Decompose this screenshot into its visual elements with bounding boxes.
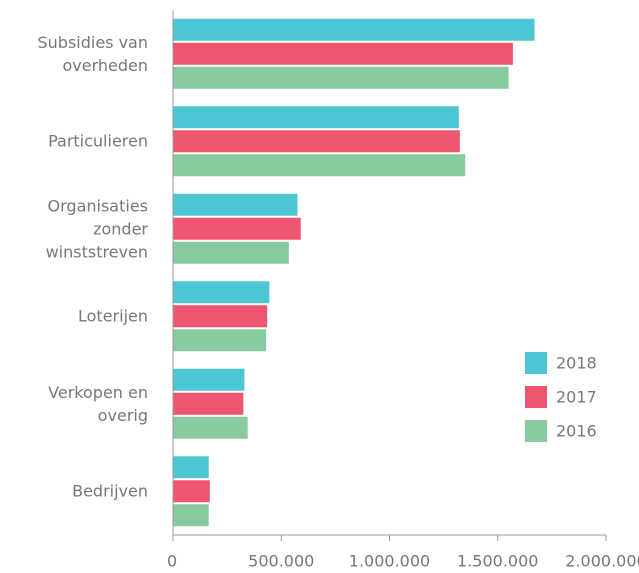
bar	[173, 368, 245, 391]
bar	[173, 480, 210, 503]
legend-swatch	[525, 386, 547, 408]
category-label: Loterijen	[78, 306, 148, 326]
legend-swatch	[525, 352, 547, 374]
category-label: Particulieren	[48, 131, 148, 151]
bar	[173, 305, 268, 328]
bar	[173, 193, 298, 216]
category-label: Organisaties zonder winststreven	[45, 196, 148, 262]
bar	[173, 130, 460, 153]
x-tick-label: 2.000.000	[565, 552, 639, 571]
category-label: Subsidies van overheden	[37, 32, 148, 75]
bar	[173, 456, 209, 479]
legend-label: 2018	[556, 354, 597, 373]
category-label: Verkopen en overig	[48, 382, 148, 425]
bar	[173, 217, 301, 240]
bar	[173, 281, 270, 304]
legend-label: 2016	[556, 422, 597, 441]
bar	[173, 504, 209, 527]
x-tick-label: 0	[167, 552, 177, 571]
x-tick-label: 500.000	[248, 552, 314, 571]
bar	[173, 329, 267, 352]
bar	[173, 66, 509, 89]
x-tick-label: 1.500.000	[457, 552, 538, 571]
bar	[173, 392, 244, 415]
bar	[173, 241, 289, 264]
bar	[173, 106, 459, 129]
bar	[173, 416, 248, 439]
bar	[173, 154, 466, 177]
legend-swatch	[525, 420, 547, 442]
x-tick-label: 1.000.000	[349, 552, 430, 571]
bar	[173, 18, 535, 41]
category-label: Bedrijven	[72, 481, 148, 501]
bar	[173, 42, 513, 65]
legend-label: 2017	[556, 388, 597, 407]
